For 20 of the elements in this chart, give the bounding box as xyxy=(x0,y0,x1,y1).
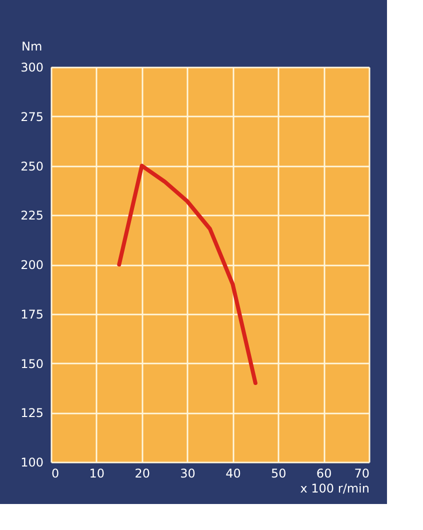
y-tick-label: 225 xyxy=(20,208,44,223)
line-series xyxy=(117,164,258,385)
y-tick-label: 150 xyxy=(20,356,44,371)
x-tick-label: 10 xyxy=(89,466,105,480)
y-tick-label: 125 xyxy=(20,406,44,420)
y-axis-title: Nm xyxy=(22,40,42,54)
x-tick-label: 50 xyxy=(271,466,286,480)
y-tick-label: 200 xyxy=(20,258,44,272)
y-tick-label: 250 xyxy=(20,159,44,174)
x-tick-label: 0 xyxy=(52,466,60,480)
x-axis-title: x 100 r/min xyxy=(300,482,370,496)
y-tick-label: 275 xyxy=(20,110,44,124)
y-tick-label: 175 xyxy=(20,307,44,322)
x-tick-label: 30 xyxy=(180,466,196,480)
x-tick-label: 40 xyxy=(226,466,241,480)
x-tick-label: 70 xyxy=(354,466,370,480)
x-tick-label: 20 xyxy=(134,466,150,480)
y-tick-label: 300 xyxy=(20,60,44,74)
x-tick-label: 60 xyxy=(316,466,332,480)
y-tick-label: 100 xyxy=(20,456,44,470)
